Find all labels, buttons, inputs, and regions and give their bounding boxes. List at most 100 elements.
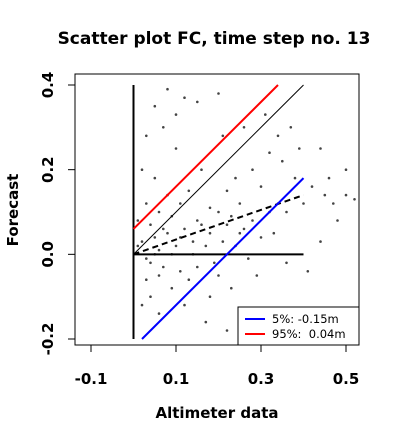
scatter-point (353, 198, 356, 201)
scatter-point (157, 210, 161, 214)
scatter-point (196, 265, 199, 269)
scatter-point (162, 265, 165, 269)
scatter-point (187, 278, 191, 282)
scatter-point (183, 303, 186, 307)
scatter-point (238, 231, 242, 235)
scatter-point (302, 202, 305, 205)
x-tick-label: 0.1 (163, 370, 190, 388)
plot-frame (74, 73, 360, 346)
x-axis-ticks: -0.1 0.1 0.3 0.5 (75, 345, 360, 388)
scatter-point (327, 176, 331, 180)
scatter-point (208, 206, 212, 210)
scatter-point (259, 236, 263, 239)
scatter-point (174, 147, 178, 150)
scatter-point (268, 151, 271, 154)
scatter-point (145, 202, 148, 205)
scatter-point (157, 274, 161, 277)
scatter-point (179, 202, 182, 205)
legend-label: 95%: 0.04m (272, 327, 346, 341)
scatter-point (166, 231, 169, 235)
y-axis-label: Forecast (4, 174, 22, 247)
scatter-point (310, 185, 314, 188)
scatter-point (196, 100, 199, 104)
scatter-point (187, 189, 191, 193)
y-tick-label: 0.2 (39, 156, 57, 183)
scatter-point (204, 320, 208, 324)
scatter-point (183, 96, 186, 99)
scatter-point (225, 223, 229, 226)
scatter-point (230, 214, 233, 218)
scatter-point (293, 176, 297, 180)
legend-label: 5%: -0.15m (272, 312, 339, 326)
scatter-point (179, 270, 182, 273)
scatter-point (217, 210, 220, 214)
scatter-point (319, 147, 322, 150)
scatter-point (332, 202, 335, 205)
scatter-point (234, 176, 237, 180)
scatter-point (230, 286, 233, 290)
scatter-point (285, 261, 288, 265)
scatter-point (217, 92, 220, 95)
scatter-point (145, 257, 148, 260)
scatter-point (298, 147, 301, 150)
scatter-point (166, 87, 169, 91)
scatter-point (204, 244, 208, 248)
y-tick-label: -0.2 (39, 323, 57, 356)
scatter-point (145, 278, 148, 282)
y-axis-ticks: -0.2 0.0 0.2 0.4 (39, 72, 75, 356)
y-tick-label: 0.4 (39, 72, 57, 99)
scatter-point (140, 303, 144, 307)
scatter-point (276, 134, 280, 138)
quantile-line (132, 84, 279, 230)
scatter-point (251, 168, 254, 171)
scatter-point (281, 159, 284, 163)
scatter-point (306, 270, 310, 273)
legend-box (237, 306, 360, 346)
scatter-point (217, 274, 220, 277)
x-axis-label: Altimeter data (156, 404, 279, 422)
scatter-point (344, 168, 348, 171)
scatter-point (225, 189, 229, 193)
scatter-point (157, 248, 161, 252)
scatter-point (153, 236, 157, 239)
quantile-lines (132, 84, 305, 340)
scatter-points (136, 87, 356, 337)
scatter-point (191, 240, 195, 243)
scatter-point (149, 223, 152, 226)
scatter-point (145, 134, 148, 138)
scatter-point (221, 240, 225, 243)
scatter-point (157, 312, 161, 315)
x-tick-label: 0.3 (248, 370, 275, 388)
scatter-point (162, 227, 165, 231)
x-tick-label: 0.5 (333, 370, 360, 388)
scatter-point (149, 261, 152, 265)
y-tick-label: 0.0 (39, 241, 57, 268)
scatter-point (174, 113, 178, 116)
scatter-point (200, 223, 203, 226)
scatter-point (196, 219, 199, 222)
chart-title: Scatter plot FC, time step no. 13 (58, 29, 371, 49)
scatter-point (289, 126, 293, 129)
reference-lines (132, 84, 304, 339)
scatter-point (242, 126, 246, 129)
scatter-point (285, 210, 288, 214)
quantile-line (141, 177, 305, 340)
scatter-point (140, 168, 144, 171)
scatter-point (162, 126, 165, 129)
scatter-point (259, 185, 263, 188)
reference-line (133, 84, 304, 255)
scatter-point (136, 219, 140, 222)
scatter-point (272, 231, 276, 235)
scatter-point (255, 274, 259, 277)
scatter-point (251, 219, 254, 222)
scatter-point (238, 202, 242, 205)
scatter-point (323, 193, 327, 197)
scatter-point (183, 227, 186, 231)
scatter-point (153, 176, 157, 180)
scatter-point (319, 240, 322, 243)
scatter-point (174, 244, 178, 248)
scatter-point (336, 219, 339, 222)
scatter-point (213, 261, 216, 265)
